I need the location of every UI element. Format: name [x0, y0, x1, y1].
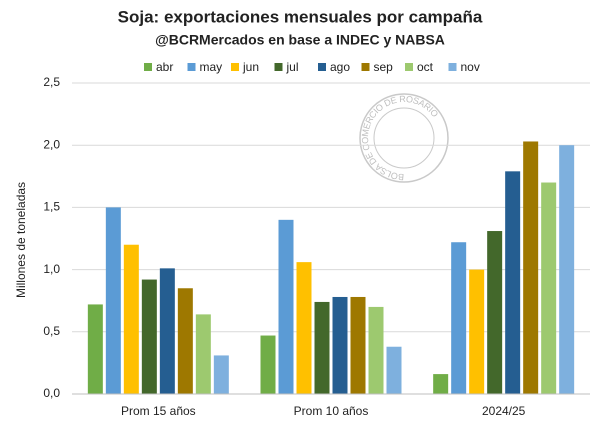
bar: [523, 141, 539, 394]
bar: [314, 301, 330, 394]
bar: [487, 231, 503, 394]
y-tick-label: 0,5: [43, 324, 60, 338]
bar: [195, 314, 211, 394]
legend-swatch: [187, 63, 196, 71]
x-tick-label: 2024/25: [482, 404, 526, 418]
y-tick-label: 1,0: [43, 262, 60, 276]
bar: [433, 374, 449, 394]
bar: [559, 145, 575, 394]
legend-swatch: [405, 63, 413, 71]
chart-subtitle: @BCRMercados en base a INDEC y NABSA: [155, 32, 445, 48]
legend-swatch: [318, 63, 326, 71]
watermark: BOLSA DE COMERCIO DE ROSARIO: [359, 93, 449, 183]
legend-swatch: [448, 63, 457, 71]
bar: [278, 219, 294, 394]
legend-label: ago: [330, 60, 350, 74]
bar: [123, 244, 139, 394]
y-tick-label: 2,5: [43, 75, 60, 89]
bar: [159, 268, 175, 394]
y-tick-label: 2,0: [43, 137, 60, 151]
bar: [332, 296, 348, 394]
bar: [105, 207, 121, 394]
bar: [141, 279, 157, 394]
bar: [296, 262, 312, 394]
bar: [541, 182, 557, 394]
legend-swatch: [231, 63, 239, 71]
chart-title: Soja: exportaciones mensuales por campañ…: [118, 7, 483, 26]
legend-label: jul: [286, 60, 299, 74]
bar: [469, 269, 485, 394]
bar: [368, 306, 384, 394]
legend-swatch: [144, 63, 152, 71]
legend-label: jun: [242, 60, 259, 74]
bar: [505, 171, 521, 394]
legend-label: abr: [156, 60, 173, 74]
bar: [213, 355, 229, 394]
bar: [350, 296, 366, 394]
legend-label: sep: [374, 60, 394, 74]
legend-swatch: [361, 63, 370, 71]
bar: [386, 346, 402, 394]
bar: [177, 288, 193, 394]
legend-swatch: [274, 63, 283, 71]
x-tick-label: Prom 10 años: [294, 404, 369, 418]
y-tick-label: 0,0: [43, 386, 60, 400]
y-tick-label: 1,5: [43, 200, 60, 214]
bar: [451, 242, 467, 394]
legend-label: nov: [461, 60, 480, 74]
legend-label: oct: [417, 60, 434, 74]
bar: [87, 304, 103, 394]
x-tick-label: Prom 15 años: [121, 404, 196, 418]
y-axis-label: Millones de toneladas: [14, 182, 28, 298]
bar: [260, 335, 276, 394]
legend-label: may: [200, 60, 223, 74]
